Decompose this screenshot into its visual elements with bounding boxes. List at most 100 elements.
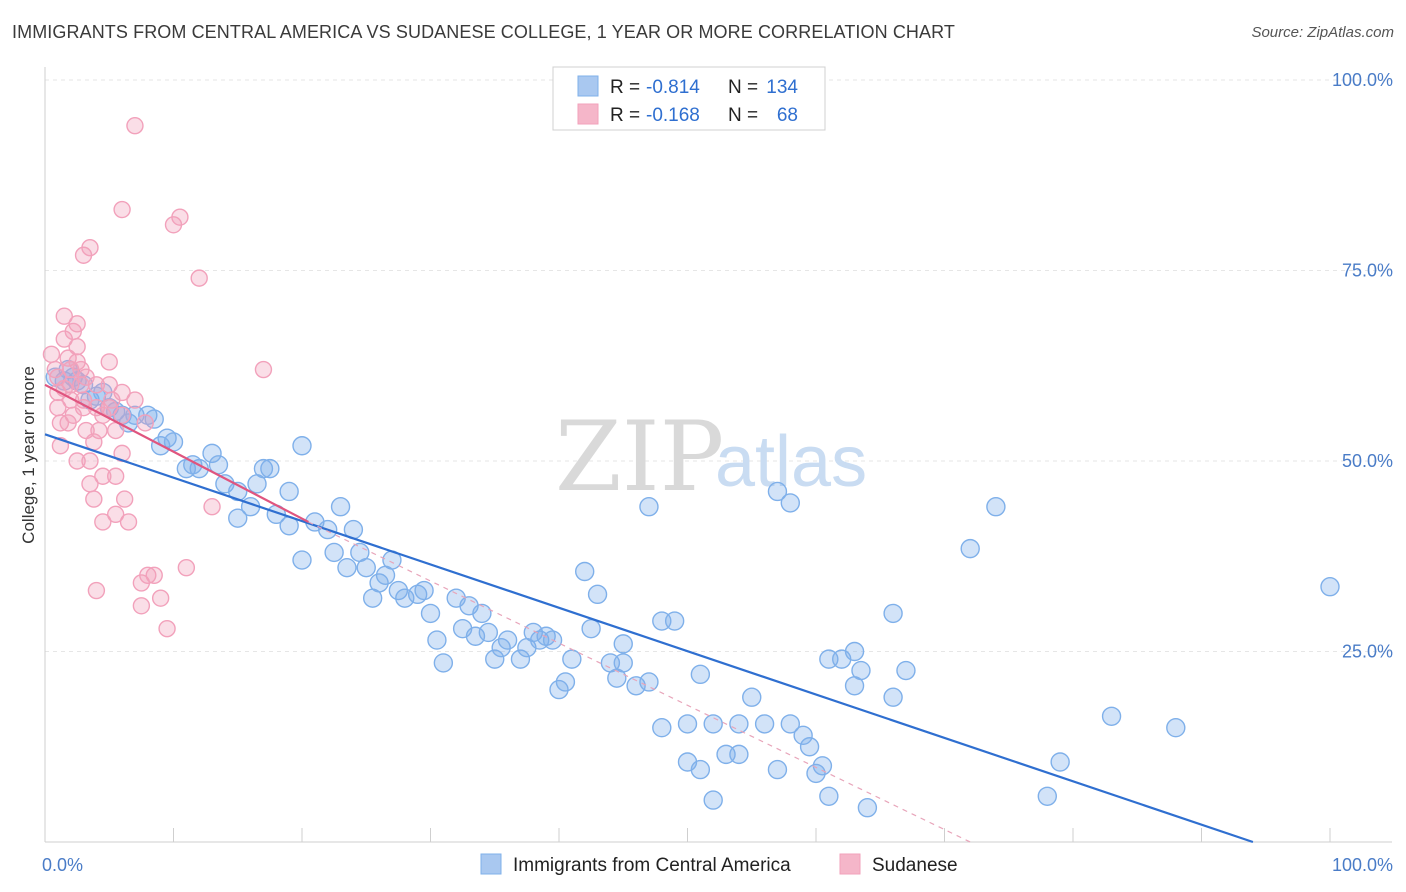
watermark-atlas: atlas <box>715 422 867 502</box>
point-sudanese <box>139 566 157 584</box>
point-central-america <box>292 436 312 456</box>
point-sudanese <box>94 513 112 531</box>
legend-r-label: R = <box>610 105 640 126</box>
legend-n-value: 134 <box>766 77 798 98</box>
chart-title: IMMIGRANTS FROM CENTRAL AMERICA VS SUDAN… <box>12 22 955 42</box>
point-central-america <box>575 561 595 582</box>
point-central-america <box>960 538 980 559</box>
y-axis-title: College, 1 year or more <box>19 366 38 544</box>
point-central-america <box>260 458 280 479</box>
point-central-america <box>819 786 839 806</box>
point-central-america <box>228 508 248 528</box>
point-central-america <box>144 409 164 429</box>
point-central-america <box>202 443 222 464</box>
point-central-america <box>883 603 903 624</box>
point-sudanese <box>119 513 138 531</box>
point-central-america <box>844 641 865 662</box>
point-central-america <box>754 714 775 734</box>
legend-swatch <box>577 103 599 125</box>
point-central-america <box>780 714 800 734</box>
point-central-america <box>420 603 441 624</box>
point-sudanese <box>177 558 196 577</box>
point-sudanese <box>55 307 73 325</box>
point-central-america <box>857 798 878 818</box>
point-sudanese <box>132 597 151 615</box>
point-sudanese <box>254 360 273 379</box>
point-central-america <box>1037 786 1058 806</box>
point-central-america <box>806 763 826 784</box>
point-sudanese <box>115 490 134 508</box>
point-central-america <box>491 637 511 658</box>
legend-n-value: 68 <box>777 105 798 126</box>
point-central-america <box>549 679 569 700</box>
data-points <box>42 117 1340 818</box>
point-central-america <box>478 622 499 643</box>
point-central-america <box>729 714 749 734</box>
legend-n-label: N = <box>728 77 758 98</box>
point-central-america <box>690 759 711 780</box>
point-central-america <box>703 790 723 810</box>
point-sudanese <box>85 490 103 508</box>
point-sudanese <box>158 619 176 638</box>
point-sudanese <box>190 269 208 287</box>
point-central-america <box>555 672 576 692</box>
point-central-america <box>510 649 531 669</box>
watermark-zip: ZIP <box>555 401 724 513</box>
point-central-america <box>485 649 505 669</box>
point-central-america <box>613 634 633 654</box>
point-central-america <box>279 481 299 502</box>
point-central-america <box>208 455 229 475</box>
point-central-america <box>292 550 312 570</box>
trend-lines <box>44 383 1254 844</box>
point-central-america <box>1320 577 1340 597</box>
point-central-america <box>986 497 1006 517</box>
legend-r-value: -0.814 <box>646 77 700 98</box>
x-tick-label: 100.0% <box>1332 855 1393 875</box>
point-sudanese <box>100 353 118 371</box>
point-central-america <box>677 714 698 734</box>
point-central-america <box>253 458 274 479</box>
point-central-america <box>414 580 434 601</box>
point-central-america <box>639 497 659 517</box>
point-central-america <box>433 653 454 673</box>
point-central-america <box>767 481 788 502</box>
point-central-america <box>388 580 409 601</box>
point-central-america <box>851 660 871 681</box>
point-sudanese <box>59 414 77 432</box>
point-central-america <box>793 725 813 746</box>
legend-swatch <box>577 75 599 97</box>
point-sudanese <box>203 498 221 516</box>
legend-n-label: N = <box>728 105 758 126</box>
point-central-america <box>330 497 351 517</box>
bottom-legend-label: Sudanese <box>872 855 958 876</box>
point-central-america <box>812 756 833 776</box>
point-central-america <box>799 737 820 757</box>
point-sudanese <box>126 117 144 135</box>
point-central-america <box>896 660 916 681</box>
point-central-america <box>427 630 447 650</box>
y-tick-label: 25.0% <box>1342 642 1393 662</box>
tick-labels: 25.0% 50.0% 75.0% 100.0% 0.0% 100.0% <box>42 70 1393 875</box>
point-central-america <box>664 611 685 631</box>
point-central-america <box>497 630 518 650</box>
point-central-america <box>1101 706 1122 726</box>
point-sudanese <box>68 338 86 356</box>
point-central-america <box>652 718 672 738</box>
trend-line-sudanese <box>44 383 309 523</box>
point-central-america <box>639 672 659 692</box>
point-sudanese <box>113 200 131 219</box>
point-sudanese <box>68 452 86 470</box>
point-sudanese <box>81 452 99 470</box>
point-central-america <box>729 744 749 765</box>
point-sudanese <box>87 581 106 600</box>
bottom-legend-swatch <box>480 853 502 875</box>
y-tick-label: 100.0% <box>1332 70 1393 90</box>
point-central-america <box>703 714 723 734</box>
point-sudanese <box>106 467 125 485</box>
point-central-america <box>613 653 633 673</box>
point-sudanese <box>42 345 61 364</box>
point-central-america <box>356 557 376 578</box>
point-central-america <box>767 759 788 780</box>
point-sudanese <box>77 368 95 386</box>
point-central-america <box>883 687 903 707</box>
